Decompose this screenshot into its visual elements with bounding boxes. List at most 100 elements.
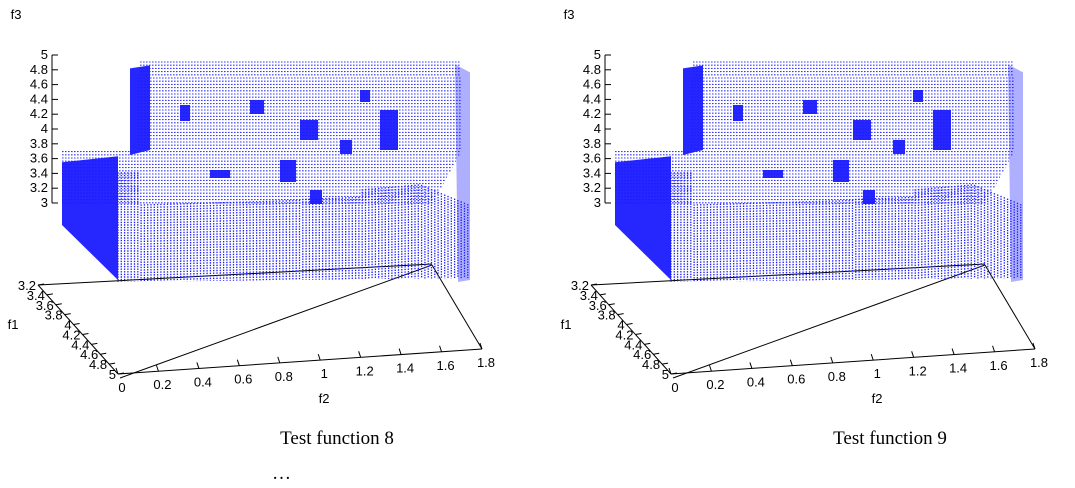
- f1-tick-label-5: 5: [662, 367, 669, 382]
- f2-tick-0.2: [708, 365, 712, 372]
- f1-tick-4: [73, 323, 80, 326]
- f1-tick-label-4.6: 4.6: [80, 347, 98, 362]
- f2-tick-label-0.4: 0.4: [194, 374, 212, 389]
- surface-step-0: [250, 100, 264, 114]
- f1-tick-5: [117, 372, 125, 375]
- z-axis-label: f3: [11, 7, 22, 22]
- f1-tick-3.4: [599, 293, 606, 296]
- f1-tick-4.8: [662, 362, 669, 365]
- f1-tick-3.2: [590, 283, 598, 286]
- z-tick-label-5: 5: [41, 47, 48, 62]
- z-tick-label-3.2: 3.2: [30, 180, 48, 195]
- chart-panel-test-function-9: f3 3 3.2 3.4 3.6 3.8 4 4.2 4.4 4.6 4.8 5 0 0.2 0.4 0.6 0…: [553, 0, 1075, 420]
- f1-tick-4.6: [100, 352, 107, 355]
- z-tick-label-4: 4: [594, 121, 601, 136]
- f2-tick-0: [115, 367, 119, 375]
- f2-tick-0.6: [236, 359, 240, 366]
- f1-tick-5: [670, 372, 678, 375]
- f2-tick-label-1.6: 1.6: [437, 358, 455, 373]
- z-tick-label-3.4: 3.4: [30, 165, 48, 180]
- floor-front-edge: [670, 348, 1036, 375]
- z-tick-label-3.6: 3.6: [30, 151, 48, 166]
- f2-tick-label-1.8: 1.8: [1030, 355, 1048, 370]
- f1-tick-label-5: 5: [109, 367, 116, 382]
- f1-tick-4: [626, 323, 633, 326]
- f1-tick-label-3.6: 3.6: [36, 298, 54, 313]
- f1-tick-label-4: 4: [64, 318, 71, 333]
- z-tick-label-4.8: 4.8: [583, 62, 601, 77]
- f2-tick-0: [668, 367, 672, 375]
- surface-upper-wall: [683, 65, 703, 155]
- floor-right-edge: [431, 264, 483, 350]
- caption-test-function-9: Test function 9: [833, 428, 947, 449]
- surface-step-4: [340, 140, 352, 154]
- f2-tick-0.6: [789, 359, 793, 366]
- f1-tick-label-3.4: 3.4: [580, 288, 598, 303]
- surface-side-face: [615, 156, 671, 280]
- f2-tick-label-0.6: 0.6: [234, 372, 252, 387]
- f2-tick-1.6: [992, 345, 996, 352]
- surface-upper-wall: [130, 65, 150, 155]
- f2-tick-1: [870, 353, 874, 361]
- floor-back-edge: [590, 263, 986, 286]
- surface-step-8: [733, 105, 743, 121]
- surface-step-8: [180, 105, 190, 121]
- f2-tick-1.8: [1032, 342, 1036, 350]
- surface-step-5: [280, 160, 296, 182]
- f2-tick-label-0.4: 0.4: [747, 374, 765, 389]
- f1-tick-4.4: [644, 342, 651, 345]
- z-tick-label-4.8: 4.8: [30, 62, 48, 77]
- surface-step-1: [300, 120, 318, 140]
- f2-tick-label-0.2: 0.2: [706, 377, 724, 392]
- f1-tick-label-3.4: 3.4: [27, 288, 45, 303]
- f1-tick-4.2: [82, 332, 89, 335]
- f2-tick-1.6: [439, 345, 443, 352]
- f1-tick-4.2: [635, 332, 642, 335]
- z-tick-label-4.2: 4.2: [30, 106, 48, 121]
- z-tick-label-4.6: 4.6: [583, 77, 601, 92]
- floor-right-edge: [984, 264, 1036, 350]
- f2-tick-label-1: 1: [321, 366, 328, 381]
- f2-tick-1.2: [358, 351, 362, 358]
- f1-tick-label-3.8: 3.8: [598, 308, 616, 323]
- data-point-surface: [615, 61, 1023, 283]
- z-tick-label-3: 3: [594, 195, 601, 210]
- z-tick-label-4.4: 4.4: [583, 91, 601, 106]
- surface-step-6: [863, 190, 875, 204]
- f2-axis-label: f2: [872, 391, 883, 406]
- z-tick-label-3: 3: [41, 195, 48, 210]
- surface-step-0: [803, 100, 817, 114]
- f2-tick-0.2: [155, 365, 159, 372]
- surface-step-3: [933, 110, 951, 150]
- floor-back-edge: [37, 263, 433, 286]
- f2-tick-1: [317, 353, 321, 361]
- f1-tick-label-4.4: 4.4: [624, 337, 642, 352]
- floor-front-edge: [117, 348, 483, 375]
- f2-tick-label-1.4: 1.4: [396, 361, 414, 376]
- f2-tick-0.8: [277, 356, 281, 364]
- f1-axis-line: [37, 284, 119, 375]
- f1-tick-3.8: [617, 313, 624, 316]
- surface-step-7: [763, 170, 783, 178]
- f2-tick-label-1.8: 1.8: [477, 355, 495, 370]
- surface-side-face: [62, 156, 118, 280]
- f2-tick-label-1.6: 1.6: [990, 358, 1008, 373]
- f2-tick-label-0: 0: [118, 380, 125, 395]
- f1-tick-4.6: [653, 352, 660, 355]
- z-tick-label-4: 4: [41, 121, 48, 136]
- z-tick-label-4.2: 4.2: [583, 106, 601, 121]
- f1-tick-3.8: [64, 313, 71, 316]
- f1-tick-4.8: [109, 362, 116, 365]
- surface-right-face: [1008, 64, 1023, 283]
- f1-tick-label-3.8: 3.8: [45, 308, 63, 323]
- f2-tick-label-1: 1: [874, 366, 881, 381]
- f2-axis-label: f2: [319, 391, 330, 406]
- f2-tick-label-0.6: 0.6: [787, 372, 805, 387]
- z-axis-label: f3: [564, 7, 575, 22]
- surface-step-5: [833, 160, 849, 182]
- z-tick-label-3.8: 3.8: [583, 136, 601, 151]
- f2-tick-1.8: [479, 342, 483, 350]
- f1-axis-line: [590, 284, 672, 375]
- surface-step-4: [893, 140, 905, 154]
